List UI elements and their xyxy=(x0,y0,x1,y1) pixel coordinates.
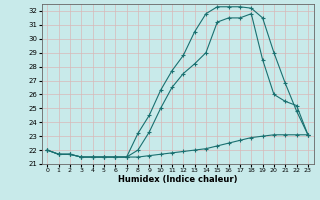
X-axis label: Humidex (Indice chaleur): Humidex (Indice chaleur) xyxy=(118,175,237,184)
